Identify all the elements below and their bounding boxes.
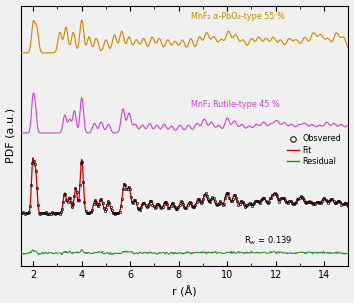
X-axis label: r (Å): r (Å) xyxy=(172,286,197,298)
Text: R$_w$ = 0.139: R$_w$ = 0.139 xyxy=(244,235,292,248)
Y-axis label: PDF (a.u.): PDF (a.u.) xyxy=(6,108,16,163)
Legend: Obsvered, Fit, Residual: Obsvered, Fit, Residual xyxy=(287,135,341,166)
Text: MnF₂ α-PbO₂-type 55 %: MnF₂ α-PbO₂-type 55 % xyxy=(191,12,285,21)
Text: MnF₂ Rutile-type 45 %: MnF₂ Rutile-type 45 % xyxy=(191,101,280,109)
